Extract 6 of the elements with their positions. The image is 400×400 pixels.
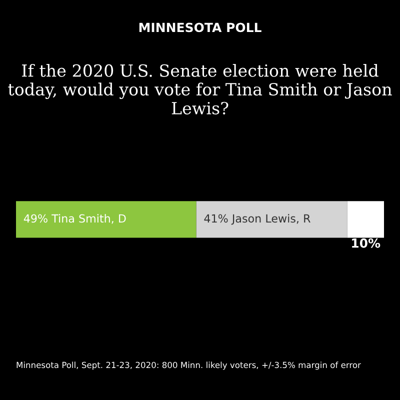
chart-title: MINNESOTA POLL [139,22,262,32]
text: 49% Tina Smith, D [24,214,126,224]
text: 41% Jason Lewis, R [204,214,310,225]
data-label: 10% [352,238,380,248]
text: Minnesota Poll, Sept. 21-23, 2020: 800 Minn. likely voters, +/-3.5% margin of error [16,362,361,370]
chart-subtitle: If the 2020 U.S. Senate election were held today, would you vote for Tina Smith or Jason Lewis? [8,64,392,114]
